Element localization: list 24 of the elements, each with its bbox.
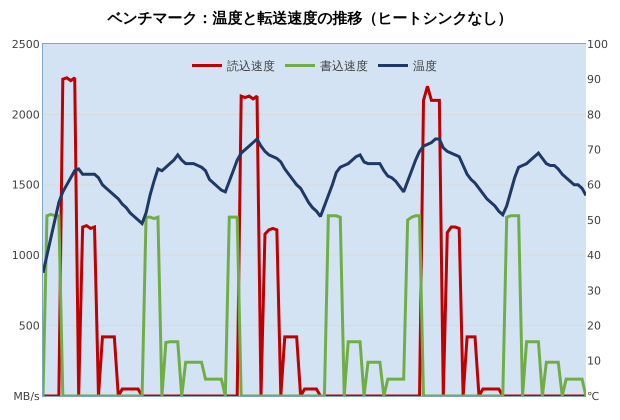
line-series	[43, 76, 586, 396]
y2-tick-label: 70	[587, 143, 601, 156]
y2-tick-label: 80	[587, 108, 601, 122]
legend-label: 書込速度	[320, 59, 368, 74]
y2-tick-label: 60	[587, 178, 601, 192]
y-tick-label: 2500	[12, 38, 40, 51]
y2-tick-label: 10	[587, 354, 601, 368]
y-tick-label: 2000	[12, 108, 40, 122]
legend-label: 読込速度	[227, 59, 275, 74]
y-tick-label: 1000	[12, 249, 40, 262]
y2-tick-label: 50	[587, 214, 601, 227]
y2-tick-label: 20	[587, 319, 601, 332]
y2-tick-label: ℃	[587, 390, 600, 403]
y-tick-label: MB/s	[13, 390, 40, 403]
y2-tick-label: 40	[587, 249, 601, 262]
y2-tick-label: 100	[587, 38, 608, 51]
line-series	[43, 138, 586, 274]
y-tick-label: 500	[18, 319, 40, 332]
chart-title: ベンチマーク：温度と転送速度の推移（ヒートシンクなし）	[106, 9, 512, 28]
legend-label: 温度	[413, 59, 437, 74]
y2-tick-label: 90	[587, 73, 601, 86]
y-tick-label: 1500	[12, 178, 40, 192]
y2-tick-label: 30	[587, 284, 601, 298]
line-series	[43, 212, 586, 396]
